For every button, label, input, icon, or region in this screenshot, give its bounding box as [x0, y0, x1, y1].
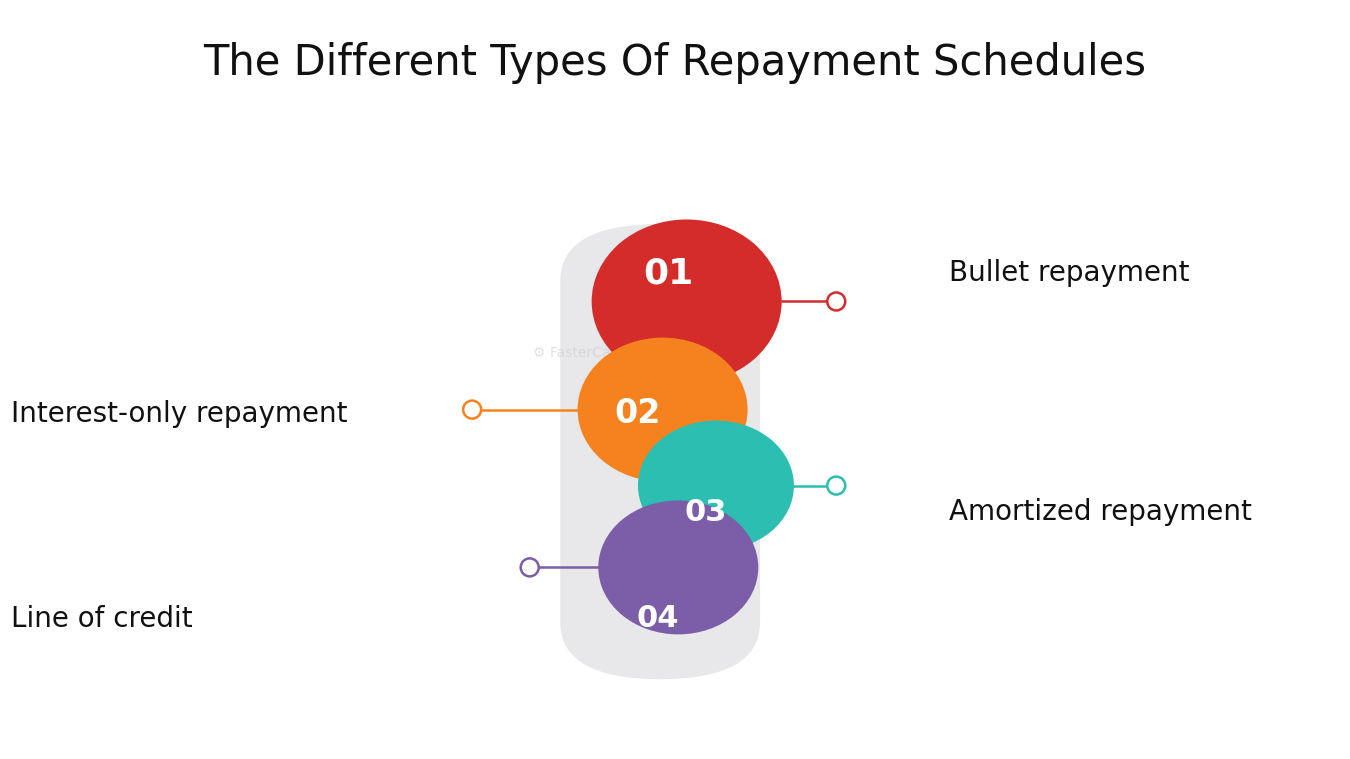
- Text: Amortized repayment: Amortized repayment: [949, 499, 1251, 526]
- Text: 02: 02: [614, 397, 660, 430]
- Text: 04: 04: [636, 604, 679, 633]
- Ellipse shape: [591, 219, 782, 383]
- Text: The Different Types Of Repayment Schedules: The Different Types Of Repayment Schedul…: [204, 42, 1146, 83]
- Ellipse shape: [828, 477, 845, 495]
- Text: Line of credit: Line of credit: [11, 605, 193, 632]
- Text: ⚙ FasterCapital: ⚙ FasterCapital: [533, 346, 641, 360]
- Text: Interest-only repayment: Interest-only repayment: [11, 400, 347, 427]
- Ellipse shape: [578, 338, 748, 482]
- Ellipse shape: [639, 420, 794, 550]
- Ellipse shape: [521, 559, 539, 576]
- Ellipse shape: [828, 292, 845, 310]
- Ellipse shape: [463, 401, 481, 419]
- FancyBboxPatch shape: [560, 224, 760, 679]
- Text: Bullet repayment: Bullet repayment: [949, 260, 1189, 287]
- Text: 03: 03: [684, 498, 728, 527]
- Ellipse shape: [598, 500, 759, 635]
- Text: 01: 01: [643, 257, 694, 290]
